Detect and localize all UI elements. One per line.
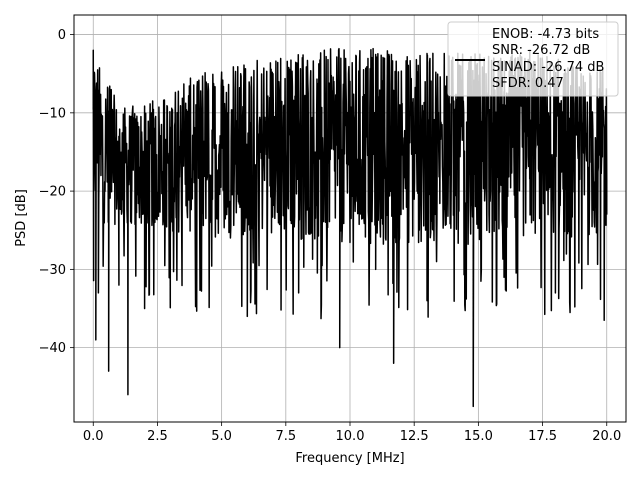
y-tick-label: −10 bbox=[39, 106, 66, 121]
y-axis-label: PSD [dB] bbox=[14, 189, 29, 247]
x-tick-label: 10.0 bbox=[336, 429, 365, 444]
x-tick-label: 15.0 bbox=[464, 429, 493, 444]
x-tick-label: 2.5 bbox=[147, 429, 168, 444]
x-tick-label: 0.0 bbox=[83, 429, 104, 444]
x-axis-label: Frequency [MHz] bbox=[295, 451, 404, 466]
legend-sfdr: SFDR: 0.47 bbox=[492, 76, 564, 91]
y-axis-ticks: 0 −10 −20 −30 −40 bbox=[39, 28, 74, 356]
legend-snr: SNR: -26.72 dB bbox=[492, 43, 590, 58]
legend: ENOB: -4.73 bits SNR: -26.72 dB SINAD: -… bbox=[447, 21, 619, 97]
x-tick-label: 7.5 bbox=[275, 429, 296, 444]
legend-enob: ENOB: -4.73 bits bbox=[492, 27, 599, 42]
y-tick-label: 0 bbox=[58, 28, 66, 43]
x-tick-label: 12.5 bbox=[400, 429, 429, 444]
y-tick-label: −30 bbox=[39, 263, 66, 278]
y-tick-label: −40 bbox=[39, 341, 66, 356]
legend-sinad: SINAD: -26.74 dB bbox=[492, 60, 604, 75]
x-tick-label: 5.0 bbox=[211, 429, 232, 444]
y-tick-label: −20 bbox=[39, 185, 66, 200]
x-tick-label: 20.0 bbox=[592, 429, 621, 444]
x-tick-label: 17.5 bbox=[528, 429, 557, 444]
x-axis-ticks: 0.0 2.5 5.0 7.5 10.0 12.5 15.0 17.5 20.0 bbox=[83, 422, 621, 444]
legend-box bbox=[447, 21, 619, 97]
